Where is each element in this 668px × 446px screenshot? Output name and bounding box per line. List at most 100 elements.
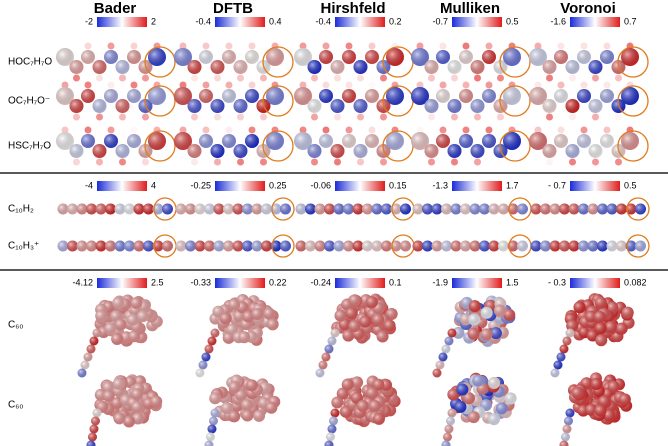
atom-shade	[529, 48, 547, 66]
hydrogen	[248, 81, 256, 89]
colorbar-min: -4.12	[72, 277, 93, 287]
atom-shade	[600, 50, 614, 64]
atom-shade	[450, 203, 462, 215]
hydrogen	[322, 81, 330, 89]
atom-shade	[400, 240, 411, 252]
atom-shade	[136, 310, 149, 323]
atom-shade	[562, 424, 572, 434]
molecule	[57, 234, 177, 258]
row-label: HOC₇H₇O	[8, 57, 52, 68]
atom-shade	[368, 399, 381, 412]
colorbar-max: 0.15	[389, 180, 407, 190]
hydrogen	[61, 42, 69, 50]
atom-shade	[133, 240, 145, 252]
atom-shade	[488, 240, 500, 252]
hydrogen	[592, 74, 599, 82]
atom-shade	[204, 344, 214, 354]
atom-shade	[102, 381, 115, 394]
colorbar-max: 1.5	[506, 277, 519, 287]
column-header: Voronoi	[560, 0, 616, 17]
hydrogen	[237, 113, 244, 121]
atom-shade	[530, 203, 542, 215]
atom-shade	[92, 144, 107, 158]
atom-shade	[498, 203, 509, 215]
hydrogen	[497, 74, 504, 82]
atom-shade	[228, 298, 241, 311]
hydrogen	[334, 158, 341, 166]
row-label: C₆₀	[8, 320, 23, 331]
hydrogen	[603, 42, 611, 50]
atom-shade	[69, 60, 84, 74]
colorbar-max: 0.22	[269, 277, 287, 287]
atom-shade	[468, 300, 481, 313]
atom-shade	[480, 328, 493, 341]
atom-shade	[412, 203, 424, 215]
hydrogen	[416, 81, 424, 89]
hydrogen	[311, 158, 318, 166]
atom-shade	[92, 60, 107, 74]
atom-shade	[600, 134, 614, 148]
atom-shade	[123, 415, 136, 428]
atom-shade	[594, 404, 607, 417]
colorbar-max: 0.7	[624, 16, 637, 26]
atom-shade	[470, 144, 485, 158]
atom-shade	[503, 48, 521, 66]
hydrogen	[474, 113, 481, 121]
atom-shade	[318, 360, 328, 370]
hydrogen	[84, 126, 92, 134]
atom-shade	[577, 134, 591, 148]
atom-shade	[479, 203, 490, 215]
atom-shade	[324, 240, 335, 252]
atom-shade	[81, 50, 95, 64]
atom-shade	[362, 203, 373, 215]
atom-shade	[221, 402, 234, 415]
atom-shade	[594, 322, 607, 335]
hydrogen	[497, 113, 504, 121]
hydrogen	[474, 158, 481, 166]
atom-shade	[381, 203, 392, 215]
highlight-ring	[499, 130, 531, 162]
hydrogen	[214, 158, 221, 166]
atom-shade	[162, 240, 173, 252]
atom-shade	[81, 89, 95, 103]
atom-shade	[245, 50, 259, 64]
hydrogen	[534, 42, 542, 50]
atom-shade	[324, 344, 334, 354]
atom-shade	[588, 144, 603, 158]
hydrogen	[299, 42, 307, 50]
hydrogen	[260, 74, 267, 82]
atom-shade	[233, 60, 248, 74]
colorbar-min: -0.33	[190, 277, 211, 287]
atom-shade	[210, 99, 225, 113]
hydrogen	[345, 126, 353, 134]
atom-shade	[578, 240, 589, 252]
atom-shade	[345, 307, 358, 320]
hydrogen	[130, 42, 138, 50]
atom-shade	[242, 310, 255, 323]
atom-shade	[447, 328, 457, 338]
atom-shade	[228, 410, 241, 423]
atom-shade	[115, 60, 130, 74]
colorbar	[452, 181, 502, 191]
atom-shade	[436, 134, 450, 148]
hydrogen	[334, 74, 341, 82]
column-header: Mulliken	[440, 0, 500, 17]
atom-shade	[92, 328, 102, 338]
hydrogen	[357, 158, 364, 166]
atom-shade	[314, 203, 326, 215]
atom-shade	[470, 60, 485, 74]
atom-shade	[362, 240, 373, 252]
molecule	[411, 126, 531, 166]
hydrogen	[202, 42, 210, 50]
column-header: Bader	[94, 0, 137, 17]
colorbar-min: - 0.7	[548, 180, 566, 190]
atom-shade	[372, 378, 385, 391]
atom-shade	[127, 89, 141, 103]
atom-shade	[365, 296, 378, 309]
atom-shade	[86, 440, 96, 446]
atom-shade	[542, 144, 557, 158]
hydrogen	[214, 74, 221, 82]
atom-shade	[348, 294, 361, 307]
molecule	[175, 234, 295, 258]
hydrogen	[142, 74, 149, 82]
